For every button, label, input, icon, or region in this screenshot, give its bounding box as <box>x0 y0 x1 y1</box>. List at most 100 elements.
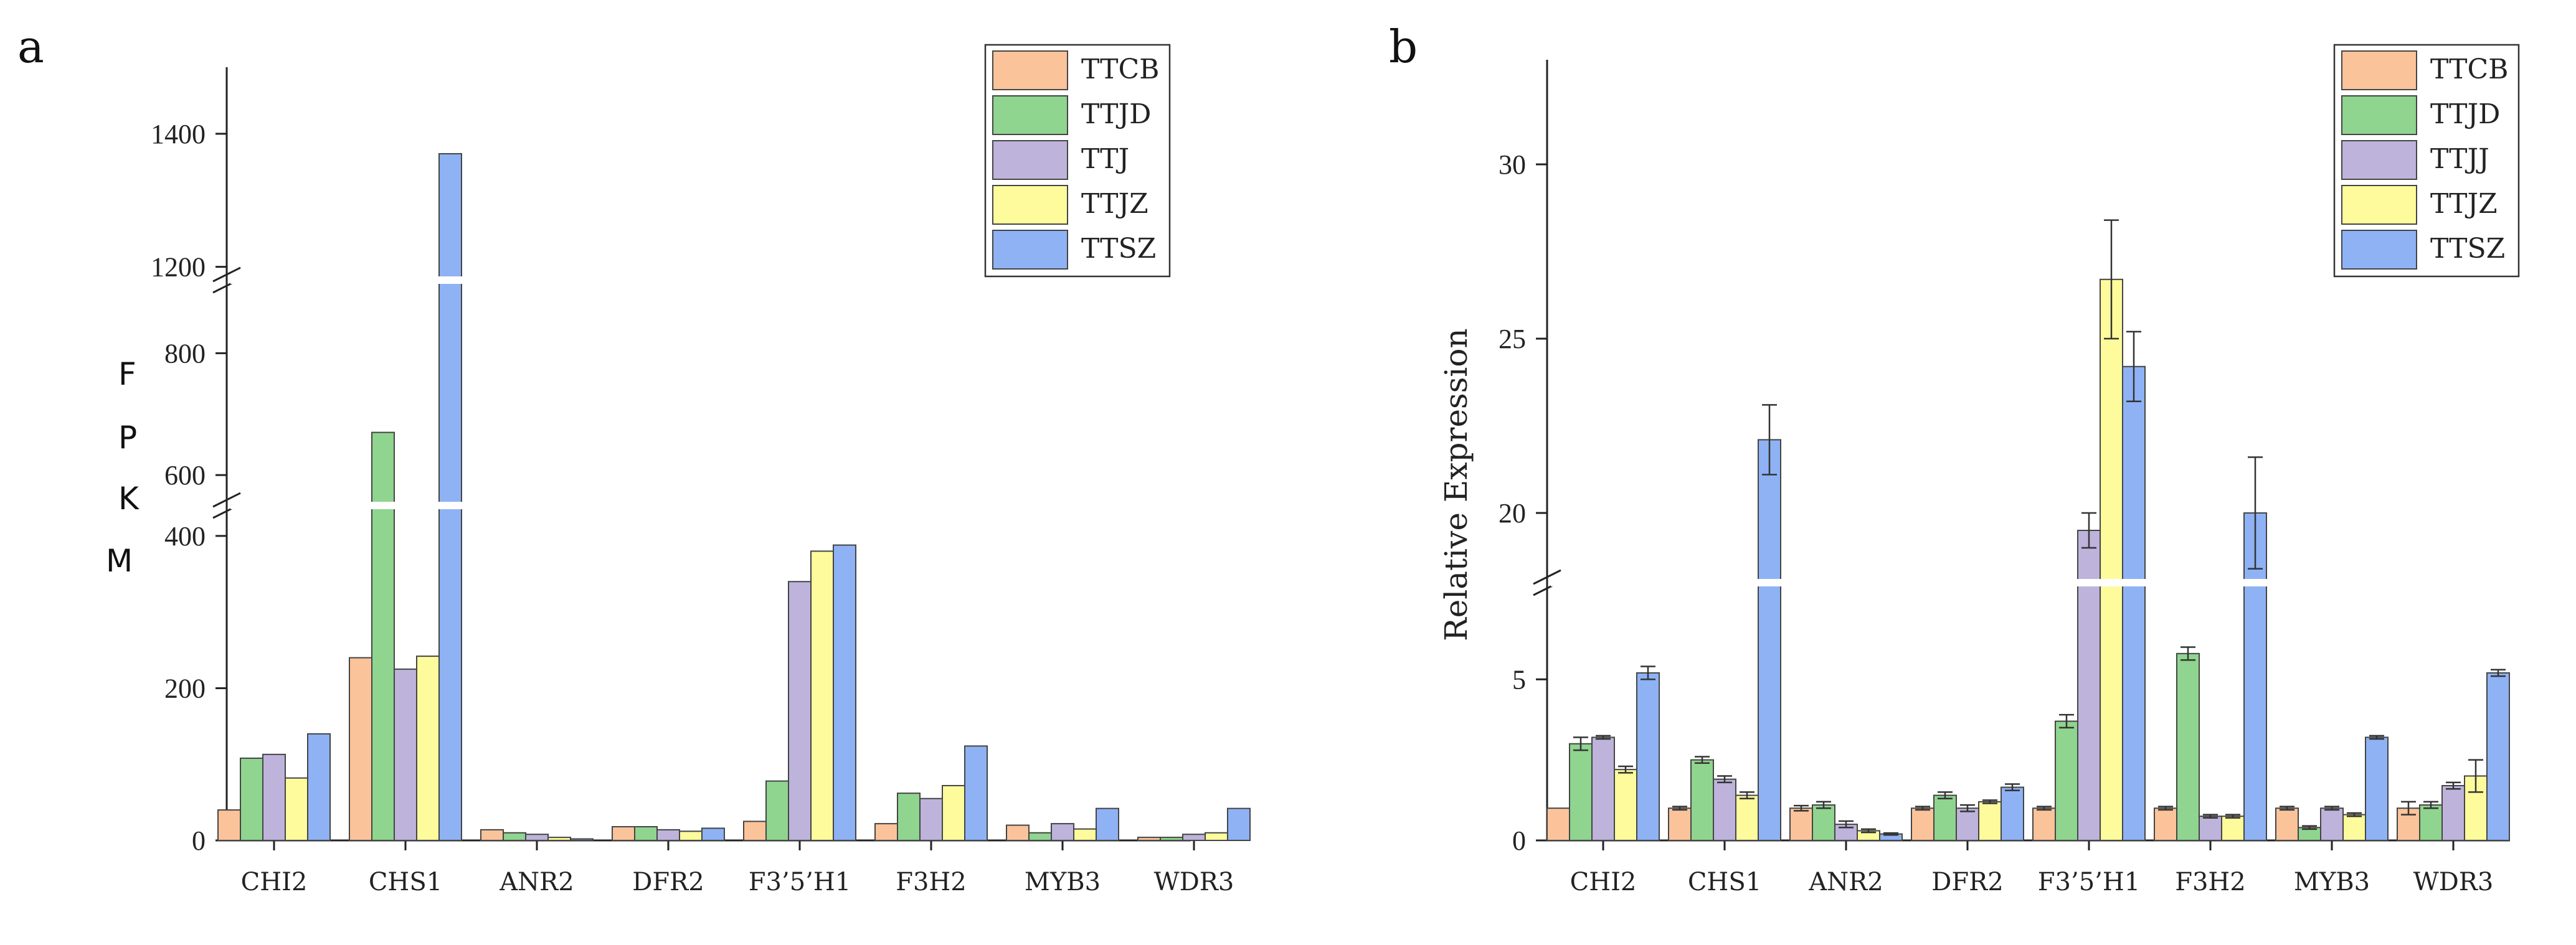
bar-ttjj-f3h2 <box>2199 816 2222 841</box>
category-label-chs1: CHS1 <box>369 868 442 896</box>
bar-ttsz-wdr3 <box>1227 807 1251 842</box>
bar-ttcb-chs1 <box>1668 807 1692 841</box>
axis-break-gap <box>230 502 1191 509</box>
y-tick-label: 30 <box>1499 149 1526 180</box>
y-tick-label: 800 <box>164 338 206 369</box>
bar-ttjd-f3-5-h1 <box>765 780 789 842</box>
bar-ttjd-f3h2 <box>897 792 921 842</box>
y-tick-label: 0 <box>192 825 206 856</box>
legend-label-ttcb: TTCB <box>1081 54 1160 85</box>
legend-label-ttsz: TTSZ <box>1081 233 1156 265</box>
ylabel-letter-p: P <box>118 420 137 456</box>
y-tick-label: 1200 <box>151 252 206 283</box>
legend-swatch-ttjz <box>2341 185 2417 225</box>
ylabel-letter-k: K <box>118 481 140 517</box>
category-label-dfr2: DFR2 <box>632 868 704 896</box>
bar-ttjj-chi2 <box>1591 736 1615 842</box>
axis-break-mark <box>1533 569 1561 585</box>
panel-b-chart: b Relative Expression 0 5 20 25 30 CHI2 CHS1 AN… <box>1389 21 2520 896</box>
bar-ttcb-myb3 <box>1006 824 1030 841</box>
bar-ttjd-chs1-seg1 <box>371 431 395 507</box>
legend-swatch-ttcb <box>992 50 1068 90</box>
bar-ttj-dfr2 <box>656 829 680 842</box>
bar-ttsz-f3-5-h1 <box>833 544 856 842</box>
bar-ttj-f3-5-h1 <box>788 581 812 841</box>
bar-ttj-chi2 <box>262 753 286 841</box>
y-tick-label: 25 <box>1499 324 1526 354</box>
panel-a-ylabel: F P K M <box>106 356 140 579</box>
bar-ttjz-f3-5-h1-seg0 <box>2100 582 2123 841</box>
bar-ttjd-f3h2 <box>2176 652 2200 841</box>
category-label-f3-5-h1: F3’5’H1 <box>749 868 851 896</box>
legend-label-ttjd: TTJD <box>1081 98 1151 130</box>
y-tick-label: 400 <box>164 521 206 552</box>
panel-b-ylabel: Relative Expression <box>1438 328 1474 641</box>
bar-ttjd-chs1-seg0 <box>371 505 395 841</box>
bar-ttcb-f3h2 <box>2154 807 2177 841</box>
bar-ttjd-wdr3 <box>2419 804 2443 841</box>
legend-label-ttj: TTJ <box>1081 143 1129 175</box>
category-label-myb3: MYB3 <box>2294 868 2370 896</box>
panel-b-label: b <box>1389 21 1418 73</box>
panel-a-legend: TTCB TTJD TTJ TTJZ TTSZ <box>984 44 1171 278</box>
bar-ttsz-f3h2-seg0 <box>2243 582 2267 841</box>
bar-ttjz-wdr3 <box>1205 832 1228 841</box>
bar-ttjz-chi2 <box>1614 769 1637 842</box>
axis-break-gap <box>1551 579 2510 586</box>
bar-ttcb-chi2 <box>1546 807 1570 841</box>
bar-ttjd-chi2 <box>1569 743 1593 841</box>
legend-swatch-ttjd <box>992 95 1068 135</box>
y-tick-label: 20 <box>1499 498 1526 529</box>
bar-ttsz-anr2 <box>570 838 594 842</box>
legend-label-ttjj: TTJJ <box>2430 143 2489 175</box>
bar-ttjd-dfr2 <box>1933 794 1957 842</box>
legend-label-ttjz: TTJZ <box>1081 188 1148 220</box>
bar-ttjd-anr2 <box>503 832 526 841</box>
category-label-chs1: CHS1 <box>1688 868 1761 896</box>
bar-ttsz-chs1-seg2 <box>438 153 462 281</box>
ylabel-letter-m: M <box>106 543 133 579</box>
bar-ttcb-anr2 <box>480 829 504 842</box>
panel-a-chart: a F P K M 0 200 400 600 800 1200 1400 CHI2 CHS1 A… <box>17 21 1251 896</box>
bar-ttsz-chs1-seg0 <box>438 505 462 841</box>
legend-swatch-ttj <box>992 140 1068 180</box>
legend-swatch-ttjz <box>992 185 1068 225</box>
bar-ttsz-chs1-seg1 <box>438 280 462 506</box>
bar-ttjz-chs1 <box>1735 794 1759 842</box>
legend-label-ttsz: TTSZ <box>2430 233 2505 265</box>
bar-ttcb-chs1 <box>349 657 372 841</box>
bar-ttcb-f3h2 <box>874 823 898 841</box>
axis-break-gap <box>230 276 1191 284</box>
legend-swatch-ttsz <box>2341 230 2417 270</box>
bar-ttjd-anr2 <box>1812 804 1835 841</box>
bar-ttj-chs1 <box>394 668 417 841</box>
bar-ttjz-chs1 <box>416 656 440 841</box>
bar-ttjj-myb3 <box>2320 807 2344 841</box>
bar-ttsz-f3h2 <box>964 745 988 842</box>
bar-ttcb-f3-5-h1 <box>2032 807 2056 841</box>
y-tick-label: 5 <box>1512 664 1526 695</box>
panel-a-axes: 0 200 400 600 800 1200 1400 CHI2 CHS1 ANR2 DFR2 F3’… <box>151 67 1234 896</box>
bar-ttjd-chi2 <box>240 757 263 841</box>
bar-ttjj-wdr3 <box>2441 785 2465 842</box>
bar-ttjj-f3-5-h1-seg0 <box>2077 582 2101 841</box>
bar-ttcb-dfr2 <box>1911 807 1934 841</box>
bar-ttjz-f3-5-h1 <box>810 550 834 841</box>
bar-ttjz-anr2 <box>547 837 571 842</box>
bar-ttsz-wdr3 <box>2486 672 2510 842</box>
bar-ttj-anr2 <box>525 834 549 841</box>
bar-ttcb-chi2 <box>217 809 241 842</box>
y-tick-label: 0 <box>1512 825 1526 856</box>
bar-ttsz-f3-5-h1-seg0 <box>2122 582 2146 841</box>
bar-ttsz-myb3 <box>2365 736 2389 842</box>
bar-ttj-myb3 <box>1051 823 1074 841</box>
axis-break-mark <box>212 492 241 508</box>
bar-ttjd-wdr3 <box>1160 837 1183 842</box>
category-label-wdr3: WDR3 <box>1154 868 1234 896</box>
category-label-chi2: CHI2 <box>241 868 308 896</box>
panel-b-legend: TTCB TTJD TTJJ TTJZ TTSZ <box>2333 44 2520 278</box>
bar-ttjj-dfr2 <box>1956 807 1979 841</box>
bar-ttjz-myb3 <box>1073 828 1097 841</box>
legend-label-ttjz: TTJZ <box>2430 188 2498 220</box>
